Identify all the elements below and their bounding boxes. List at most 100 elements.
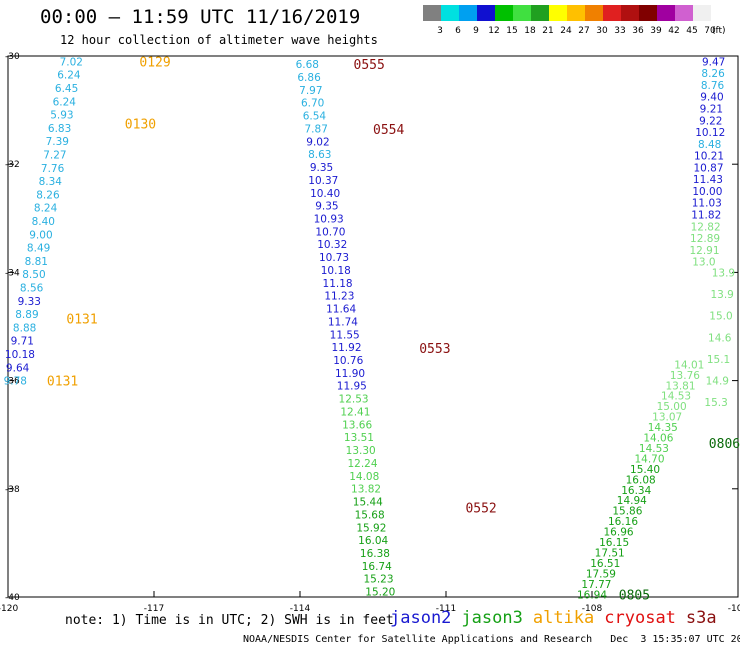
wave-height-value: 9.35: [315, 201, 338, 213]
colorbar-swatch: [495, 5, 513, 21]
colorbar-label: 15: [506, 26, 517, 35]
units-note: note: 1) Time is in UTC; 2) SWH is in fe…: [65, 613, 394, 628]
lon-tick-label: -117: [144, 604, 164, 614]
wave-height-value: 13.82: [351, 484, 381, 496]
wave-height-value: 10.18: [5, 349, 35, 361]
wave-height-value: 14.53: [639, 443, 669, 455]
wave-height-value: 13.81: [665, 380, 695, 392]
wave-height-value: 11.43: [693, 174, 723, 186]
colorbar-label: 18: [524, 26, 536, 35]
chart-title: 00:00 – 11:59 UTC 11/16/2019: [40, 6, 361, 28]
lon-tick-label: -108: [582, 604, 603, 614]
wave-height-value: 10.40: [310, 188, 340, 200]
wave-height-value: 10.76: [333, 355, 363, 367]
colorbar-label: 6: [455, 26, 461, 35]
wave-height-value: 9.00: [29, 229, 52, 241]
wave-height-value: 10.93: [314, 213, 344, 225]
wave-height-value: 16.15: [599, 537, 629, 549]
colorbar-swatch: [459, 5, 477, 21]
wave-height-value: 8.26: [36, 189, 60, 201]
wave-height-value: 9.21: [700, 104, 723, 116]
colorbar-swatch: [477, 5, 495, 21]
pass-time-label: 0805: [619, 588, 650, 603]
wave-height-value: 8.63: [308, 149, 331, 161]
pass-time-label: 0130: [125, 118, 156, 133]
lon-tick-label: -111: [436, 604, 456, 614]
wave-height-value: 15.1: [707, 354, 730, 366]
wave-height-value: 14.53: [661, 391, 691, 403]
wave-height-value: 12.53: [339, 394, 369, 406]
wave-height-value: 15.44: [353, 497, 383, 509]
wave-height-value: 8.24: [34, 203, 58, 215]
satellite-legend-jason3: jason3: [461, 608, 523, 628]
wave-height-value: 14.35: [648, 422, 678, 434]
satellite-legend-cryosat: cryosat: [604, 608, 676, 628]
wave-height-value: 15.92: [356, 522, 386, 534]
wave-height-value: 11.03: [692, 198, 722, 210]
wave-height-value: 6.24: [57, 70, 81, 82]
wave-height-value: 8.76: [701, 80, 725, 92]
pass-time-label: 0806: [709, 437, 740, 452]
lat-tick-label: -32: [5, 160, 20, 170]
wave-height-value: 9.02: [306, 136, 329, 148]
wave-height-value: 16.94: [577, 589, 607, 601]
lat-tick-label: -40: [5, 593, 20, 603]
wave-height-value: 13.07: [652, 412, 682, 424]
satellite-legend-jason2: jason2: [390, 608, 452, 628]
wave-height-value: 6.24: [53, 96, 77, 108]
wave-height-value: 7.87: [305, 123, 328, 135]
colorbar-label: 9: [473, 26, 479, 35]
wave-height-value: 13.30: [346, 445, 376, 457]
wave-height-value: 11.18: [323, 278, 353, 290]
wave-height-value: 11.64: [326, 304, 356, 316]
wave-height-value: 8.50: [22, 269, 45, 281]
wave-height-value: 10.32: [317, 239, 347, 251]
wave-height-value: 9.40: [700, 92, 723, 104]
wave-height-value: 14.06: [643, 433, 673, 445]
pass-time-label: 0555: [354, 58, 385, 73]
colorbar-swatch: [567, 5, 585, 21]
wave-height-value: 7.39: [46, 136, 69, 148]
wave-height-value: 12.41: [340, 406, 370, 418]
swh-colorbar: 3 6 9 12 15 18 21 24 27 30 33 36 39 42 45 70(ft): [423, 5, 726, 35]
footer-credit: NOAA/NESDIS Center for Satellite Applica…: [243, 634, 740, 645]
colorbar-label: 42: [668, 26, 679, 35]
wave-height-value: 7.27: [43, 150, 66, 162]
colorbar-swatch: [657, 5, 675, 21]
wave-height-value: 6.54: [303, 111, 327, 123]
wave-height-value: 10.18: [321, 265, 351, 277]
wave-height-value: 9.78: [4, 376, 27, 388]
wave-height-value: 16.08: [626, 474, 656, 486]
wave-height-value: 8.88: [13, 322, 36, 334]
wave-height-value: 13.76: [670, 370, 700, 382]
wave-height-value: 15.00: [657, 401, 687, 413]
wave-height-value: 8.89: [15, 309, 38, 321]
wave-height-value: 12.24: [347, 458, 377, 470]
wave-height-value: 9.35: [310, 162, 333, 174]
wave-height-value: 15.23: [363, 574, 393, 586]
colorbar-label: 45: [686, 26, 697, 35]
lon-tick-label: -120: [0, 604, 18, 614]
wave-height-value: 9.64: [6, 362, 30, 374]
wave-height-value: 17.51: [595, 547, 625, 559]
pass-time-label: 0129: [139, 55, 170, 70]
colorbar-label: 30: [596, 26, 608, 35]
map-frame: [7, 55, 739, 598]
satellite-legend-s3a: s3a: [685, 608, 717, 628]
wave-height-value: 8.26: [701, 68, 725, 80]
wave-height-value: 13.51: [344, 432, 374, 444]
colorbar-unit: (ft): [712, 26, 726, 35]
wave-height-value: 5.93: [50, 110, 73, 122]
wave-height-value: 17.59: [586, 568, 616, 580]
wave-height-value: 15.86: [612, 506, 642, 518]
lat-tick-label: -36: [5, 377, 20, 387]
wave-height-value: 13.66: [342, 419, 372, 431]
wave-height-value: 6.70: [301, 98, 324, 110]
colorbar-swatch: [693, 5, 711, 21]
wave-height-value: 7.76: [41, 163, 65, 175]
wave-height-value: 16.96: [604, 527, 634, 539]
colorbar-swatch: [549, 5, 567, 21]
wave-height-value: 16.34: [621, 485, 651, 497]
wave-height-value: 15.68: [355, 509, 385, 521]
wave-height-value: 8.40: [32, 216, 55, 228]
